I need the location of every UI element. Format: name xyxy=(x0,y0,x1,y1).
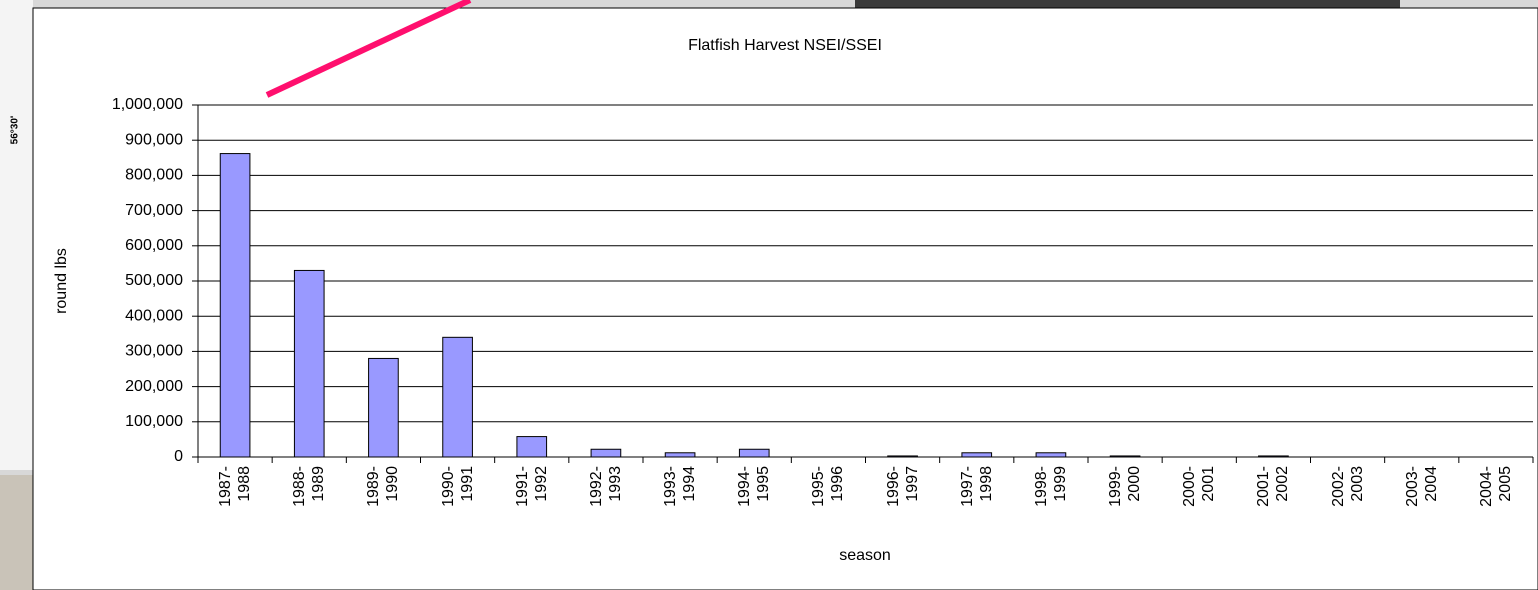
bar xyxy=(1036,453,1066,457)
bar xyxy=(1110,456,1140,457)
bar xyxy=(517,437,547,457)
x-tick-label: 2002-2003 xyxy=(1329,466,1367,540)
x-axis-label: season xyxy=(839,547,891,564)
chart-frame xyxy=(33,8,1538,590)
y-tick-label: 900,000 xyxy=(125,131,183,148)
y-tick-label: 800,000 xyxy=(125,167,183,184)
y-tick-label: 300,000 xyxy=(125,343,183,360)
bar xyxy=(888,456,918,457)
map-fragment xyxy=(0,0,33,470)
y-tick-label: 500,000 xyxy=(125,272,183,289)
y-tick-label: 600,000 xyxy=(125,237,183,254)
y-tick-label: 700,000 xyxy=(125,202,183,219)
x-tick-label: 1992-1993 xyxy=(587,466,625,540)
x-tick-label: 1997-1998 xyxy=(958,466,996,540)
x-tick-label: 1995-1996 xyxy=(809,466,847,540)
x-tick-label: 1989-1990 xyxy=(364,466,402,540)
x-tick-label: 1990-1991 xyxy=(439,466,477,540)
map-label: 56°30' xyxy=(10,116,21,145)
x-tick-label: 2000-2001 xyxy=(1180,466,1218,540)
y-tick-label: 1,000,000 xyxy=(112,96,183,113)
bar xyxy=(962,453,992,457)
bar xyxy=(1259,456,1289,457)
y-tick-label: 200,000 xyxy=(125,378,183,395)
x-tick-label: 2004-2005 xyxy=(1477,466,1515,540)
bar xyxy=(665,453,695,457)
bar xyxy=(739,449,769,457)
bar xyxy=(591,449,621,457)
x-tick-label: 1988-1989 xyxy=(290,466,328,540)
x-tick-label: 1994-1995 xyxy=(735,466,773,540)
bar xyxy=(220,154,250,457)
x-tick-label: 2001-2002 xyxy=(1254,466,1292,540)
photo-fragment xyxy=(0,475,33,590)
y-tick-label: 100,000 xyxy=(125,413,183,430)
chart-title: Flatfish Harvest NSEI/SSEI xyxy=(688,37,882,54)
x-tick-label: 1999-2000 xyxy=(1106,466,1144,540)
bar xyxy=(294,270,324,457)
y-tick-label: 400,000 xyxy=(125,307,183,324)
x-tick-label: 1998-1999 xyxy=(1032,466,1070,540)
bar xyxy=(443,337,473,457)
y-tick-label: 0 xyxy=(174,448,183,465)
x-tick-label: 1991-1992 xyxy=(513,466,551,540)
y-axis-label: round lbs xyxy=(53,248,70,314)
photo-fragment xyxy=(855,0,1400,8)
x-tick-label: 1987-1988 xyxy=(216,466,254,540)
bar xyxy=(369,358,399,457)
screenshot: 56°30' Flatfish Harvest NSEI/SSEI round … xyxy=(0,0,1538,590)
x-tick-label: 1993-1994 xyxy=(661,466,699,540)
x-tick-label: 2003-2004 xyxy=(1403,466,1441,540)
x-tick-label: 1996-1997 xyxy=(884,466,922,540)
